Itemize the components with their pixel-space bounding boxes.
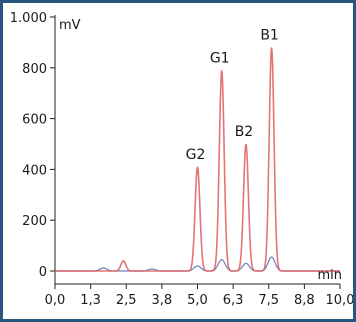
x-ticks: 0,0 1,3 2,5 3,8 5,0 6,3 7,5 8,8 10,0 bbox=[45, 284, 353, 308]
series-line-red bbox=[55, 47, 340, 272]
x-tick-label: 10,0 bbox=[326, 293, 353, 308]
x-tick-label: 6,3 bbox=[223, 293, 244, 308]
peak-label: G2 bbox=[186, 147, 206, 163]
x-tick-label: 0,0 bbox=[45, 293, 66, 308]
y-tick-label: 1.000 bbox=[10, 11, 47, 26]
chromatogram-chart: 0 200 400 600 800 1.000 0,0 1,3 2,5 3,8 5,0 6,3 7,5… bbox=[10, 11, 353, 308]
y-tick-label: 600 bbox=[22, 113, 47, 128]
x-tick-label: 5,0 bbox=[187, 293, 208, 308]
x-tick-label: 8,8 bbox=[294, 293, 315, 308]
series-layer bbox=[55, 47, 340, 272]
x-tick-label: 1,3 bbox=[80, 293, 101, 308]
y-tick-label: 200 bbox=[22, 214, 47, 229]
y-ticks: 0 200 400 600 800 1.000 bbox=[10, 11, 55, 280]
y-axis-label: mV bbox=[59, 18, 81, 33]
x-tick-label: 2,5 bbox=[116, 293, 137, 308]
peak-label: G1 bbox=[210, 50, 230, 66]
peak-label: B2 bbox=[235, 124, 254, 140]
series-line-blue bbox=[55, 256, 340, 272]
x-tick-label: 3,8 bbox=[152, 293, 173, 308]
x-tick-label: 7,5 bbox=[258, 293, 279, 308]
y-tick-label: 0 bbox=[39, 265, 47, 280]
y-tick-label: 800 bbox=[22, 62, 47, 77]
peak-label: B1 bbox=[260, 27, 279, 43]
y-tick-label: 400 bbox=[22, 163, 47, 178]
x-axis-label: min bbox=[317, 268, 342, 283]
annotation-layer: G2 G1 B2 B1 bbox=[186, 27, 279, 162]
